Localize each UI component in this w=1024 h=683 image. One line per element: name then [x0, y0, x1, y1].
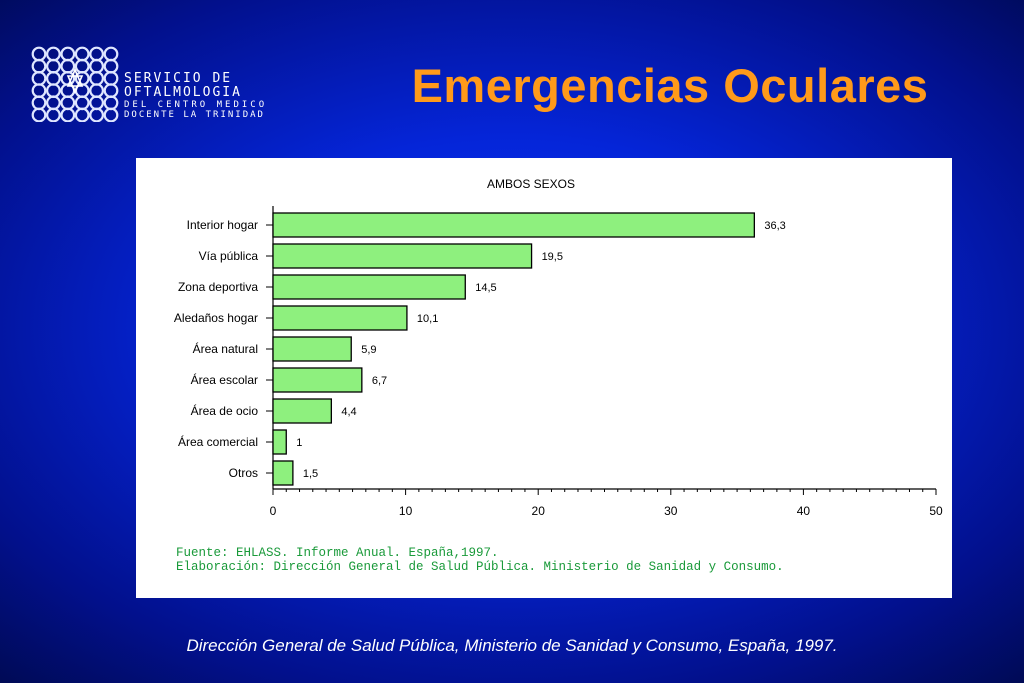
bar-value-label: 36,3 [764, 220, 785, 232]
logo-line-3: DEL CENTRO MEDICO [124, 100, 268, 110]
bar-value-label: 4,4 [341, 406, 356, 418]
ophthalmology-emblem-icon [31, 46, 119, 122]
slide-footer: Dirección General de Salud Pública, Mini… [186, 636, 838, 655]
bar-value-label: 14,5 [475, 282, 496, 294]
logo-line-1: SERVICIO DE [124, 71, 233, 86]
bar [272, 429, 287, 455]
x-tick-label: 20 [532, 504, 546, 518]
bar-chart: AMBOS SEXOS Interior hogar 36,3 Vía pública… [174, 177, 943, 518]
bar [272, 305, 408, 331]
bar-value-label: 1,5 [303, 468, 318, 480]
category-label: Otros [229, 466, 258, 480]
chart-title: AMBOS SEXOS [487, 177, 575, 191]
bar [272, 336, 352, 362]
category-label: Área escolar [191, 372, 258, 387]
source-line-1: Fuente: EHLASS. Informe Anual. España,19… [176, 546, 499, 560]
category-label: Área natural [193, 341, 258, 356]
x-tick-label: 10 [399, 504, 413, 518]
category-label: Área de ocio [191, 403, 259, 418]
service-logo: SERVICIO DE OFTALMOLOGIA DEL CENTRO MEDI… [30, 46, 330, 126]
category-label: Aledaños hogar [174, 311, 258, 325]
bar [272, 460, 294, 486]
bar-value-label: 19,5 [542, 251, 563, 263]
category-label: Interior hogar [187, 218, 258, 232]
bar-value-label: 10,1 [417, 313, 438, 325]
logo-line-2: OFTALMOLOGIA [124, 85, 242, 100]
bar [272, 398, 332, 424]
chart-panel: AMBOS SEXOS Interior hogar 36,3 Vía pública… [136, 158, 952, 598]
slide-title: Emergencias Oculares [411, 59, 929, 112]
logo-line-4: DOCENTE LA TRINIDAD [124, 110, 265, 120]
bar-value-label: 1 [296, 437, 302, 449]
chart-source-note: Fuente: EHLASS. Informe Anual. España,19… [176, 546, 784, 574]
x-tick-label: 50 [929, 504, 943, 518]
bar-value-label: 5,9 [361, 344, 376, 356]
bar [272, 212, 755, 238]
bar [272, 243, 533, 269]
bar-value-label: 6,7 [372, 375, 387, 387]
source-line-2: Elaboración: Dirección General de Salud … [176, 560, 784, 574]
category-label: Zona deportiva [178, 280, 258, 294]
bar [272, 367, 363, 393]
category-label: Área comercial [178, 434, 258, 449]
category-label: Vía pública [199, 249, 259, 263]
bar [272, 274, 466, 300]
x-tick-label: 40 [797, 504, 811, 518]
x-tick-label: 30 [664, 504, 678, 518]
x-tick-label: 0 [270, 504, 277, 518]
